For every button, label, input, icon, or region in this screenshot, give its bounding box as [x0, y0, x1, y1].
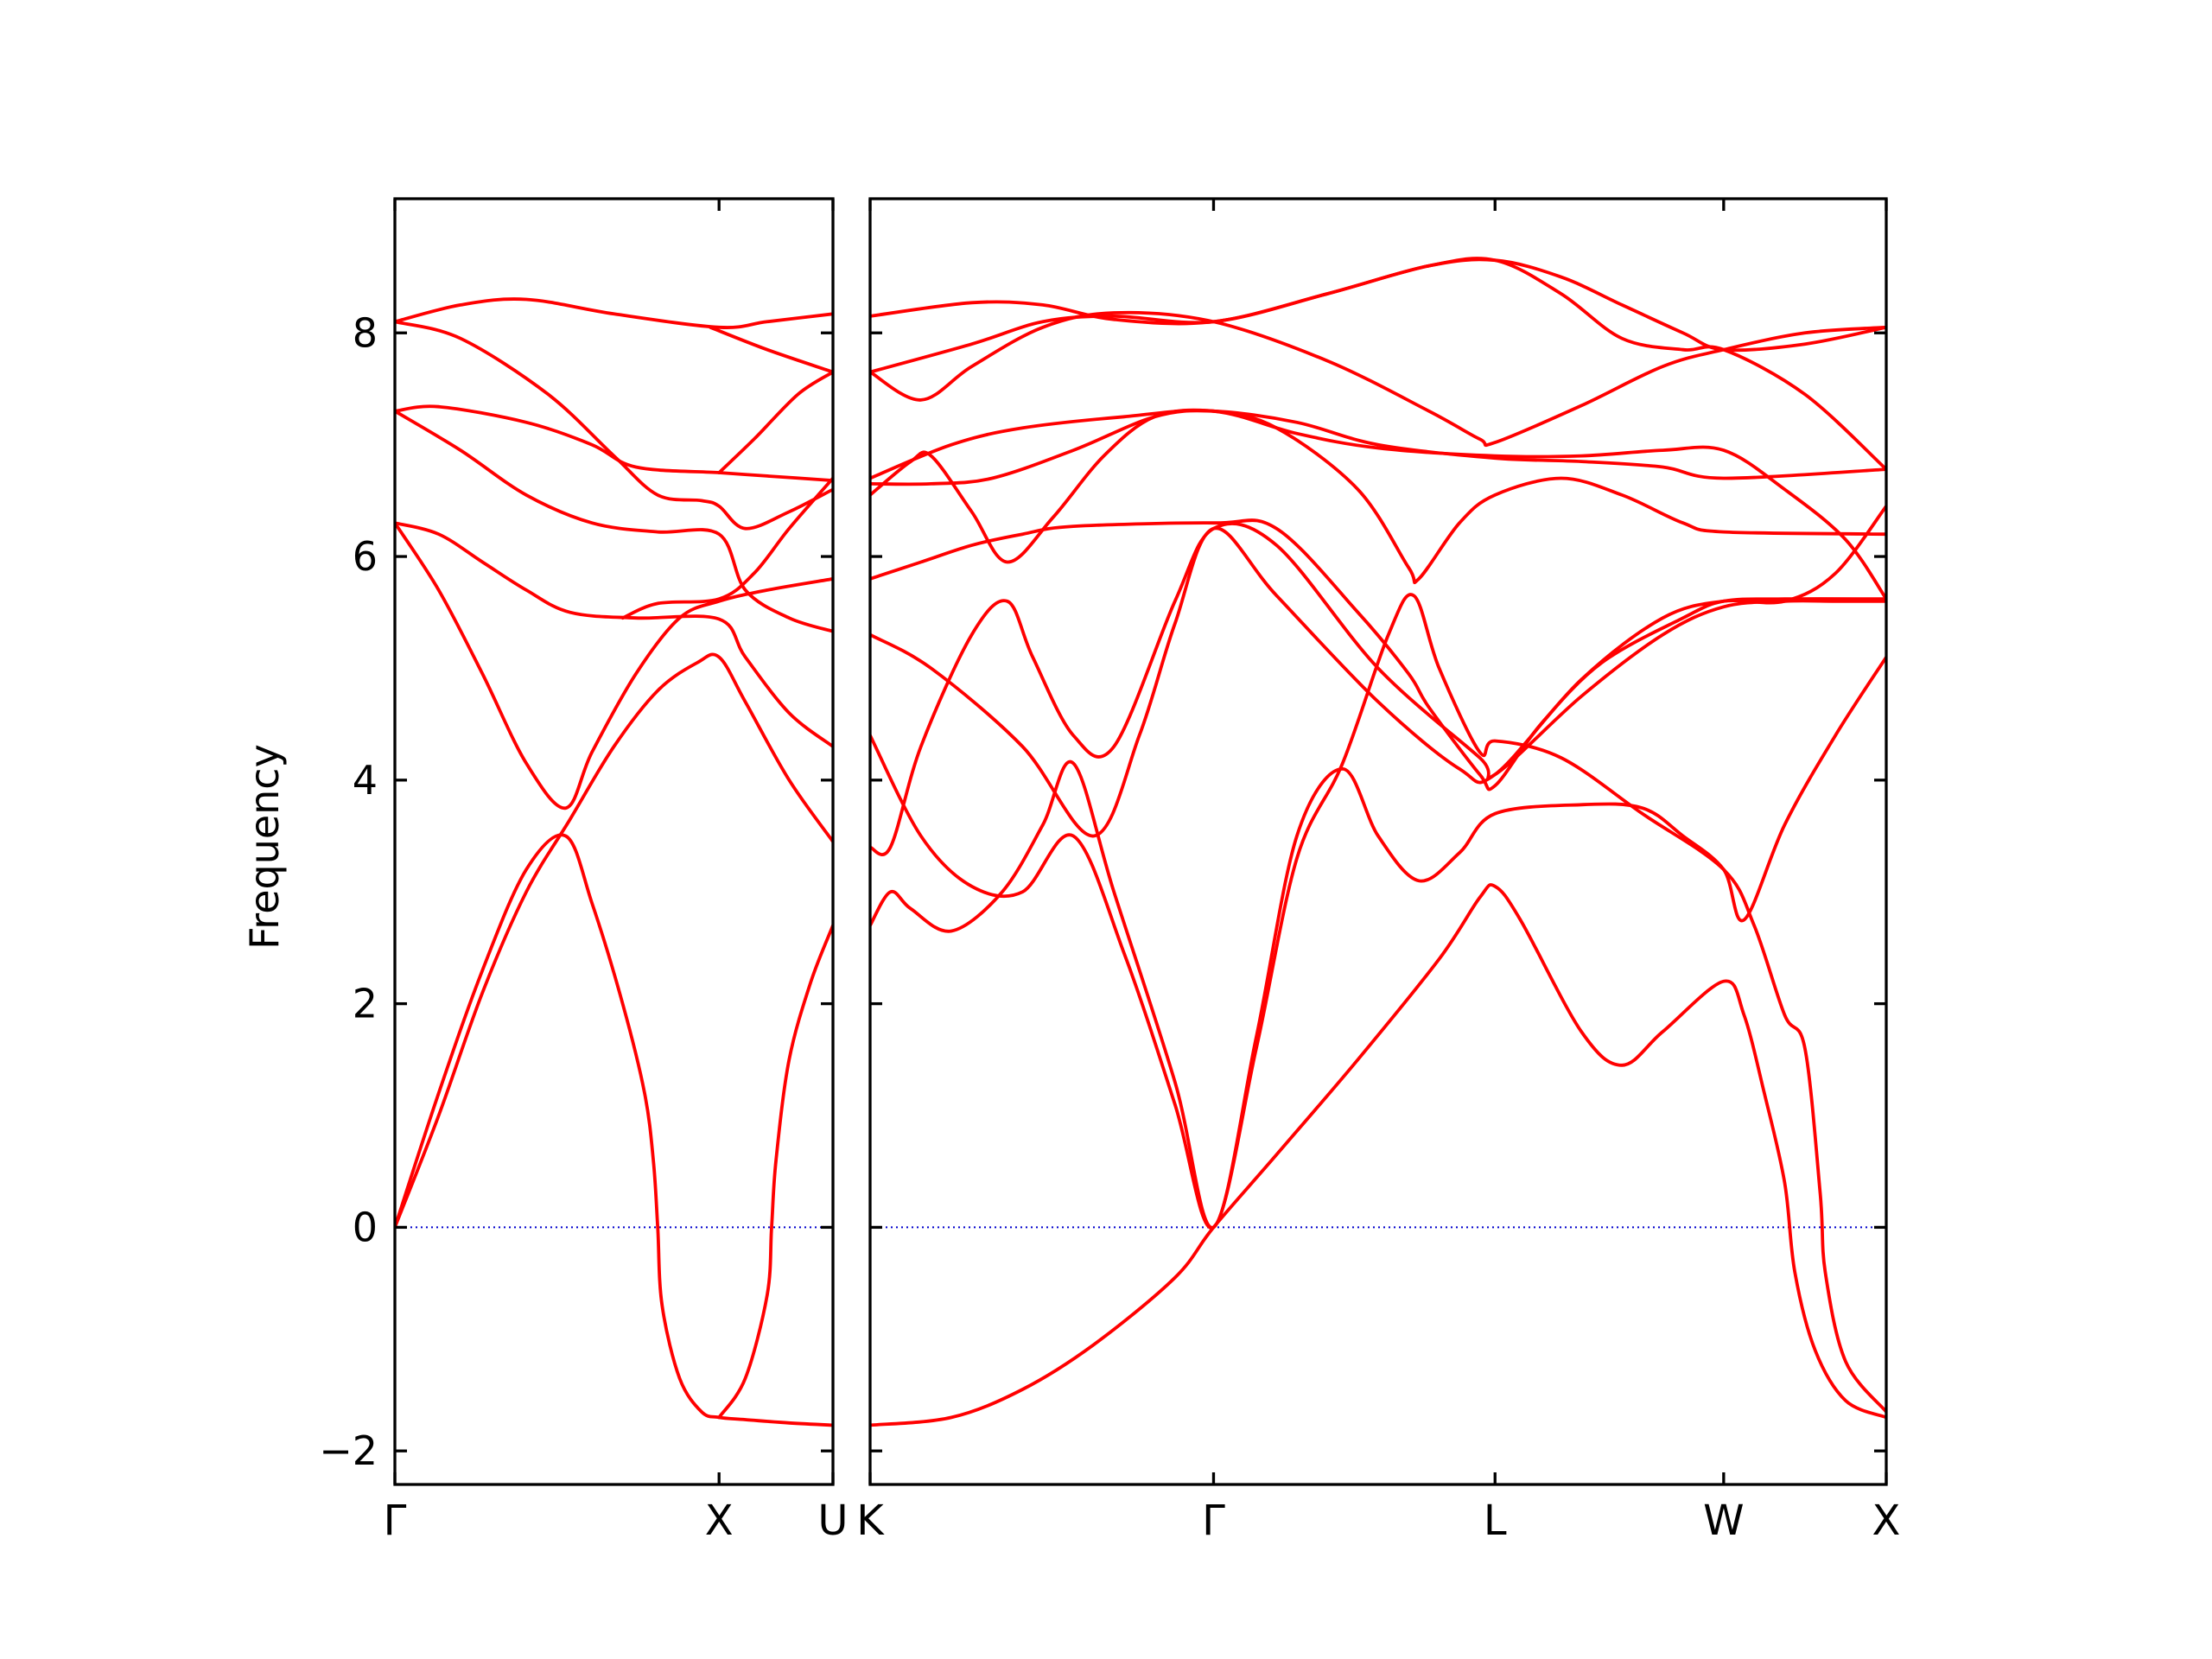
band-line-right-3: [870, 593, 1886, 1414]
x-tick-label-W: W: [1703, 1497, 1744, 1545]
band-line-left-5: [395, 409, 833, 633]
y-tick-label: 0: [353, 1204, 378, 1250]
band-line-left-10: [709, 325, 833, 374]
y-tick-label: 4: [353, 757, 378, 804]
panel-left: −2 0 2 4 6 8 Γ X U: [319, 197, 849, 1545]
y-tick-label: −2: [319, 1427, 378, 1474]
x-tick-label-Γ: Γ: [1202, 1497, 1225, 1545]
y-tick-label: 2: [353, 981, 378, 1027]
band-line-right-12: [870, 257, 1886, 374]
band-line-left-7: [395, 320, 833, 531]
plot-frame: [393, 197, 835, 1486]
band-line-right-8: [870, 409, 1886, 486]
band-line-left-6: [395, 404, 833, 482]
band-line-right-2: [870, 655, 1886, 1230]
band-line-right-10: [870, 310, 1886, 448]
band-line-left-4: [395, 521, 833, 748]
band-line-left-11: [717, 924, 833, 1420]
x-tick-label-L: L: [1484, 1497, 1507, 1545]
band-line-right-6: [870, 518, 1886, 791]
band-line-left-1: [395, 833, 833, 1427]
band-line-right-5: [870, 522, 1886, 856]
band-line-left-8: [395, 297, 833, 329]
x-tick-label-K: K: [856, 1497, 885, 1545]
y-tick-label: 8: [353, 309, 378, 356]
x-tick-label-X: X: [705, 1497, 734, 1545]
x-tick-label-U: U: [817, 1497, 848, 1545]
band-line-left-3: [395, 521, 833, 810]
x-tick-label-Γ: Γ: [384, 1497, 407, 1545]
y-tick-label: 6: [353, 533, 378, 580]
y-axis-label: Frequency: [241, 744, 288, 950]
band-line-right-7: [870, 408, 1886, 585]
band-line-left-9: [717, 370, 833, 474]
plot-frame: [868, 197, 1888, 1486]
band-series-group: [870, 257, 1886, 1427]
band-line-left-12: [620, 476, 833, 620]
band-line-right-1: [870, 883, 1886, 1427]
band-line-right-9: [870, 409, 1886, 601]
band-series-group: [395, 297, 833, 1427]
plot-panels: −2 0 2 4 6 8 Γ X U K Γ L W X: [319, 197, 1901, 1545]
band-line-right-11: [870, 257, 1886, 471]
band-line-left-2: [395, 652, 833, 1230]
x-tick-label-X: X: [1872, 1497, 1901, 1545]
